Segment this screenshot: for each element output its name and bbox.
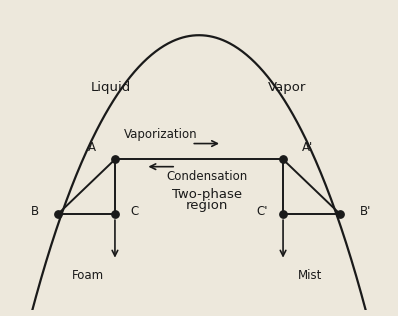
Text: Liquid: Liquid bbox=[91, 81, 131, 94]
Point bbox=[337, 212, 343, 217]
Text: A': A' bbox=[302, 141, 313, 154]
Text: Vapor: Vapor bbox=[268, 81, 306, 94]
Point bbox=[112, 212, 118, 217]
Text: A: A bbox=[88, 141, 96, 154]
Text: B: B bbox=[30, 205, 39, 218]
Text: Condensation: Condensation bbox=[166, 170, 247, 183]
Text: Foam: Foam bbox=[72, 269, 104, 282]
Point bbox=[112, 157, 118, 162]
Text: Vaporization: Vaporization bbox=[124, 128, 197, 141]
Text: region: region bbox=[185, 199, 228, 212]
Text: C: C bbox=[130, 205, 139, 218]
Point bbox=[280, 212, 286, 217]
Point bbox=[280, 157, 286, 162]
Text: C': C' bbox=[256, 205, 268, 218]
Text: B': B' bbox=[359, 205, 371, 218]
Text: Mist: Mist bbox=[298, 269, 322, 282]
Point bbox=[55, 212, 61, 217]
Text: Two-phase: Two-phase bbox=[172, 188, 242, 201]
